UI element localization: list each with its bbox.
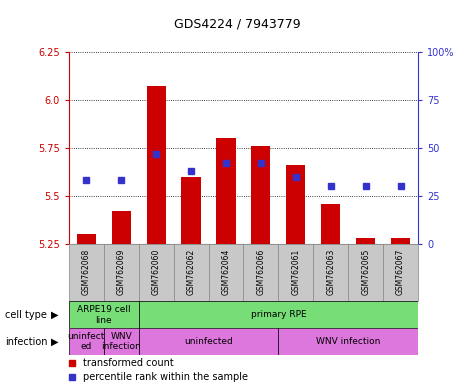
Bar [209, 244, 243, 301]
Bar [391, 238, 410, 244]
Bar [383, 244, 418, 301]
Text: GSM762066: GSM762066 [256, 248, 266, 295]
Text: cell type: cell type [5, 310, 47, 320]
Text: ARPE19 cell
line: ARPE19 cell line [77, 305, 131, 324]
Text: primary RPE: primary RPE [250, 310, 306, 319]
Text: percentile rank within the sample: percentile rank within the sample [83, 372, 248, 382]
Text: GSM762063: GSM762063 [326, 248, 335, 295]
Text: GSM762062: GSM762062 [187, 248, 196, 295]
Bar [112, 211, 131, 244]
Text: ▶: ▶ [51, 337, 58, 347]
Bar [348, 244, 383, 301]
Text: uninfected: uninfected [184, 337, 233, 346]
Text: ▶: ▶ [51, 310, 58, 320]
Text: uninfect
ed: uninfect ed [67, 332, 105, 351]
Bar [286, 165, 305, 244]
Bar [321, 204, 340, 244]
Text: GSM762065: GSM762065 [361, 248, 370, 295]
Text: WNV infection: WNV infection [316, 337, 380, 346]
Bar [251, 146, 270, 244]
Bar [147, 86, 166, 244]
Text: transformed count: transformed count [83, 358, 173, 368]
Bar [69, 328, 104, 355]
Bar [104, 328, 139, 355]
Bar [356, 238, 375, 244]
Bar [69, 301, 139, 328]
Bar [278, 244, 314, 301]
Bar [217, 138, 236, 244]
Bar [181, 177, 200, 244]
Text: GDS4224 / 7943779: GDS4224 / 7943779 [174, 17, 301, 30]
Text: GSM762068: GSM762068 [82, 248, 91, 295]
Bar [69, 244, 104, 301]
Bar [104, 244, 139, 301]
Bar [314, 244, 348, 301]
Bar [139, 244, 173, 301]
Bar [139, 301, 418, 328]
Text: GSM762064: GSM762064 [221, 248, 230, 295]
Text: infection: infection [5, 337, 47, 347]
Bar [243, 244, 278, 301]
Text: WNV
infection: WNV infection [101, 332, 141, 351]
Text: GSM762061: GSM762061 [291, 248, 300, 295]
Text: GSM762060: GSM762060 [152, 248, 161, 295]
Bar [77, 234, 96, 244]
Text: GSM762069: GSM762069 [117, 248, 126, 295]
Bar [174, 244, 209, 301]
Text: GSM762067: GSM762067 [396, 248, 405, 295]
Bar [139, 328, 278, 355]
Bar [278, 328, 418, 355]
